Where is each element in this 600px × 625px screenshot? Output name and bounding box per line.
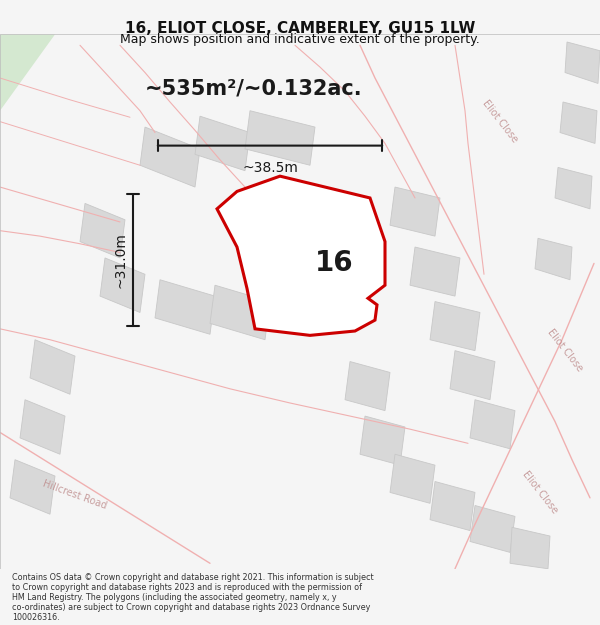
Text: Contains OS data © Crown copyright and database right 2021. This information is : Contains OS data © Crown copyright and d… [12, 573, 374, 582]
Text: to Crown copyright and database rights 2023 and is reproduced with the permissio: to Crown copyright and database rights 2… [12, 583, 362, 592]
Polygon shape [217, 176, 385, 336]
Text: 16: 16 [315, 249, 353, 277]
Polygon shape [450, 351, 495, 400]
Polygon shape [535, 238, 572, 280]
Polygon shape [140, 127, 200, 187]
Text: co-ordinates) are subject to Crown copyright and database rights 2023 Ordnance S: co-ordinates) are subject to Crown copyr… [12, 603, 370, 612]
Polygon shape [195, 116, 250, 171]
Polygon shape [410, 247, 460, 296]
Text: Eliot Close: Eliot Close [520, 469, 560, 516]
Text: Map shows position and indicative extent of the property.: Map shows position and indicative extent… [120, 33, 480, 46]
Polygon shape [555, 168, 592, 209]
Polygon shape [390, 454, 435, 503]
Text: Hillcrest Road: Hillcrest Road [41, 478, 109, 511]
Polygon shape [470, 400, 515, 449]
Polygon shape [0, 34, 55, 111]
Text: 16, ELIOT CLOSE, CAMBERLEY, GU15 1LW: 16, ELIOT CLOSE, CAMBERLEY, GU15 1LW [125, 21, 475, 36]
Polygon shape [80, 203, 125, 258]
Polygon shape [245, 111, 315, 165]
Polygon shape [360, 416, 405, 465]
Polygon shape [270, 274, 315, 327]
Polygon shape [510, 528, 550, 569]
Polygon shape [30, 340, 75, 394]
Text: ~31.0m: ~31.0m [113, 232, 127, 288]
Polygon shape [430, 301, 480, 351]
Polygon shape [20, 400, 65, 454]
Polygon shape [10, 460, 55, 514]
Polygon shape [565, 42, 600, 84]
Polygon shape [390, 187, 440, 236]
Polygon shape [430, 481, 475, 531]
Text: Eliot Close: Eliot Close [545, 328, 584, 374]
Polygon shape [100, 258, 145, 312]
Text: 100026316.: 100026316. [12, 613, 59, 622]
Text: ~38.5m: ~38.5m [242, 161, 298, 175]
Polygon shape [345, 361, 390, 411]
Polygon shape [470, 506, 515, 552]
Text: Eliot Close: Eliot Close [481, 99, 520, 145]
Polygon shape [155, 280, 215, 334]
Text: ~535m²/~0.132ac.: ~535m²/~0.132ac. [145, 79, 362, 99]
Polygon shape [210, 285, 270, 340]
Polygon shape [560, 102, 597, 143]
Text: HM Land Registry. The polygons (including the associated geometry, namely x, y: HM Land Registry. The polygons (includin… [12, 593, 337, 602]
